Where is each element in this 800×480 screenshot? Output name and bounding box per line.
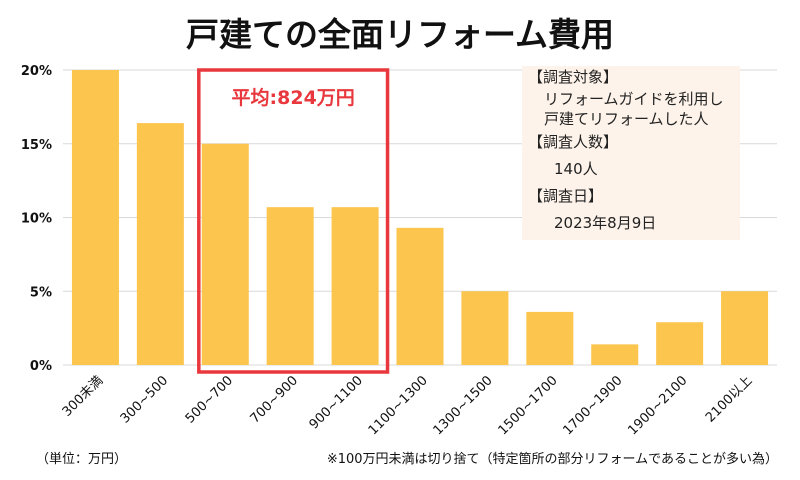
- survey-info-box: 【調査対象】 リフォームガイドを利用し 戸建てリフォームした人 【調査人数】 1…: [522, 66, 740, 240]
- bar: [591, 344, 639, 365]
- y-tick-label: 15%: [21, 138, 52, 153]
- x-tick-label: 500~700: [183, 373, 236, 426]
- x-tick-label: 1500~1700: [496, 373, 561, 438]
- x-tick-label: 300~500: [118, 373, 171, 426]
- bar: [526, 311, 574, 365]
- bar: [721, 291, 769, 365]
- bar: [201, 143, 249, 365]
- chart-title: 戸建ての全面リフォーム費用: [185, 15, 614, 54]
- info-count: 140人: [554, 160, 598, 178]
- footnote: ※100万円未満は切り捨て（特定箇所の部分リフォームであることが多い為）: [326, 452, 778, 467]
- x-tick-label: 700~900: [248, 373, 301, 426]
- bar: [331, 207, 379, 365]
- x-tick-label: 900~1100: [307, 373, 366, 432]
- y-tick-label: 0%: [30, 359, 52, 374]
- x-tick-label: 1100~1300: [366, 373, 431, 438]
- y-tick-label: 5%: [30, 285, 52, 300]
- y-tick-label: 20%: [21, 64, 52, 79]
- info-date: 2023年8月9日: [554, 214, 657, 232]
- info-heading-date: 【調査日】: [528, 187, 604, 205]
- x-tick-label: 1900~2100: [625, 373, 690, 438]
- info-target-line2: 戸建てリフォームした人: [544, 110, 709, 128]
- x-tick-label: 300未満: [60, 373, 107, 420]
- x-tick-label: 1300~1500: [431, 373, 496, 438]
- average-label: 平均:824万円: [232, 86, 355, 109]
- bar: [461, 291, 509, 365]
- bar: [656, 322, 704, 365]
- bar: [136, 123, 184, 365]
- y-tick-label: 10%: [21, 212, 52, 227]
- bar: [396, 227, 444, 365]
- unit-label: （単位：万円）: [36, 452, 128, 467]
- bar: [71, 70, 119, 365]
- info-heading-count: 【調査人数】: [528, 133, 619, 151]
- x-tick-label: 1700~1900: [560, 373, 625, 438]
- info-target-line1: リフォームガイドを利用し: [544, 90, 724, 108]
- info-heading-target: 【調査対象】: [528, 68, 619, 86]
- x-tick-label: 2100以上: [703, 373, 755, 425]
- bar: [266, 207, 314, 365]
- average-highlight-box: [197, 68, 390, 374]
